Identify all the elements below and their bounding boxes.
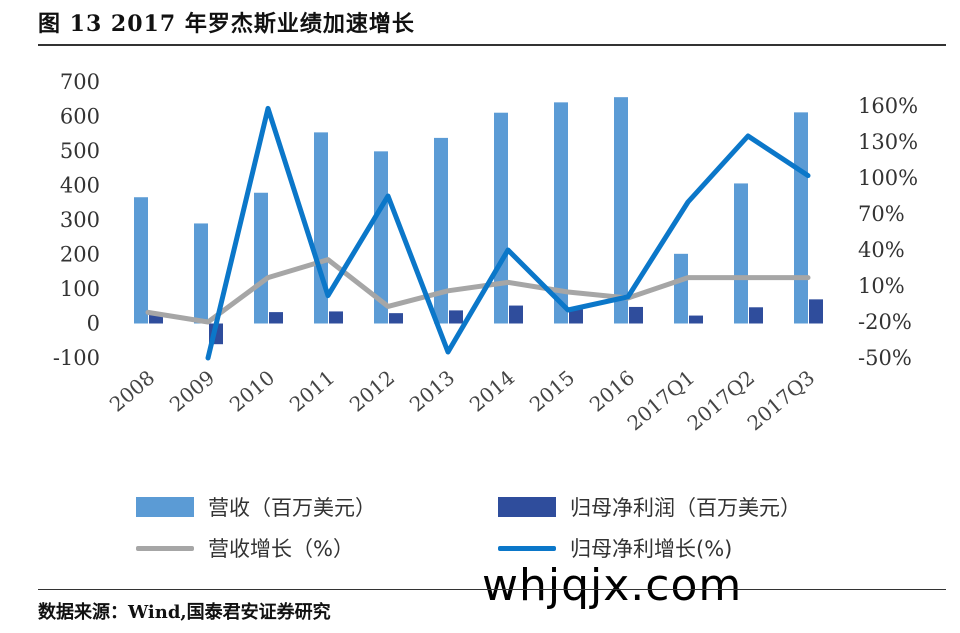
right-tick-label: -20% — [858, 310, 912, 334]
left-tick-label: 700 — [60, 70, 100, 94]
revenue-bar — [254, 192, 268, 324]
legend-revenue-growth: 营收增长（%） — [136, 533, 354, 563]
source-note: 数据来源：Wind,国泰君安证券研究 — [38, 602, 331, 623]
revenue-bar — [134, 197, 148, 324]
revenue-bar — [494, 112, 508, 324]
legend-revenue-growth-swatch — [136, 545, 194, 551]
category-label: 2017Q3 — [742, 365, 819, 435]
legend-profit-growth-label: 归母净利增长(%) — [570, 537, 733, 561]
profit-growth-line — [205, 105, 811, 361]
net-profit-bar — [569, 309, 583, 324]
legend-net-profit: 归母净利润（百万美元） — [498, 492, 801, 522]
revenue-bar — [194, 223, 208, 324]
right-tick-label: 40% — [858, 238, 905, 262]
right-tick-label: 160% — [858, 94, 918, 118]
net-profit-bar — [389, 313, 403, 324]
left-tick-label: 600 — [60, 105, 100, 129]
net-profit-bar — [449, 310, 463, 324]
category-label: 2017Q2 — [682, 365, 759, 435]
legend-profit-growth: 归母净利增长(%) — [498, 533, 732, 563]
revenue-growth-line — [145, 257, 811, 325]
left-tick-label: 500 — [60, 139, 100, 163]
top-divider — [38, 44, 946, 46]
category-label: 2010 — [225, 365, 279, 416]
chart-title: 图 13 2017 年罗杰斯业绩加速增长 — [38, 11, 415, 37]
bottom-divider — [38, 589, 946, 590]
category-label: 2015 — [525, 365, 579, 416]
legend-net-profit-label: 归母净利润（百万美元） — [570, 496, 801, 520]
right-tick-label: -50% — [858, 346, 912, 370]
category-label: 2014 — [465, 365, 519, 416]
legend-revenue-swatch — [136, 497, 194, 517]
category-label: 2017Q1 — [622, 365, 699, 435]
net-profit-bar — [149, 314, 163, 324]
category-label: 2012 — [345, 365, 399, 416]
revenue-bar — [734, 183, 748, 324]
bar-layer — [134, 97, 823, 345]
right-tick-label: 100% — [858, 166, 918, 190]
right-tick-label: 10% — [858, 274, 905, 298]
category-label: 2011 — [285, 365, 339, 416]
net-profit-bar — [809, 299, 823, 324]
category-label: 2013 — [405, 365, 459, 416]
combo-chart: -100 0 100 200 300 400 500 600 700 -50% -20% 10% 40… — [53, 70, 918, 435]
left-tick-label: 0 — [87, 312, 100, 336]
watermark: whjqjx.com — [482, 560, 743, 611]
category-label: 2009 — [165, 365, 219, 416]
net-profit-bar — [749, 307, 763, 324]
right-tick-label: 70% — [858, 202, 905, 226]
revenue-bar — [674, 253, 688, 324]
legend-revenue: 营收（百万美元） — [136, 492, 376, 522]
revenue-bar — [374, 151, 388, 324]
right-axis-ticks: -50% -20% 10% 40% 70% 100% 130% 160% — [858, 94, 918, 370]
left-tick-label: 400 — [60, 174, 100, 198]
legend-profit-growth-swatch — [498, 545, 556, 551]
revenue-bar — [434, 137, 448, 324]
line-layer — [145, 105, 811, 361]
legend-revenue-growth-label: 营收增长（%） — [208, 537, 354, 561]
left-tick-label: 200 — [60, 243, 100, 267]
category-label: 2008 — [105, 365, 159, 416]
revenue-bar — [614, 97, 628, 324]
revenue-bar — [314, 132, 328, 324]
category-labels: 2008 2009 2010 2011 2012 2013 2014 2015 20162017… — [105, 365, 819, 435]
left-axis-ticks: -100 0 100 200 300 400 500 600 700 — [53, 70, 100, 370]
right-tick-label: 130% — [858, 130, 918, 154]
revenue-bar — [554, 102, 568, 324]
net-profit-bar — [629, 306, 643, 324]
left-tick-label: -100 — [53, 346, 100, 370]
net-profit-bar — [689, 315, 703, 324]
net-profit-bar — [509, 305, 523, 324]
revenue-bar — [794, 112, 808, 324]
net-profit-bar — [269, 312, 283, 324]
legend-net-profit-swatch — [498, 497, 556, 517]
left-tick-label: 300 — [60, 208, 100, 232]
net-profit-bar — [329, 311, 343, 324]
legend-revenue-label: 营收（百万美元） — [208, 496, 376, 520]
left-tick-label: 100 — [60, 277, 100, 301]
